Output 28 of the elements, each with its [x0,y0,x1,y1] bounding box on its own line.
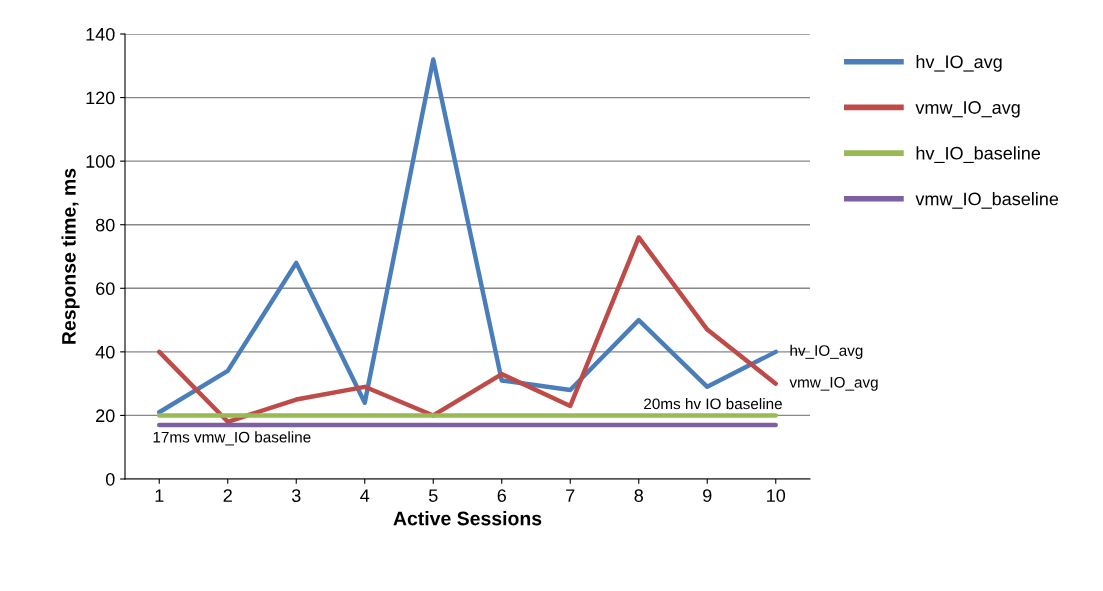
x-tick-label: 4 [360,489,370,502]
x-tick-label: 9 [703,489,712,502]
legend-label: vmw_IO_avg [915,101,1020,118]
y-tick-label: 40 [95,345,115,359]
annotation: hv_IO_avg [790,344,863,359]
x-tick-label: 10 [767,489,786,502]
legend-label: vmw_IO_baseline [915,192,1059,209]
x-tick-label: 1 [155,489,164,502]
y-tick-label: 0 [105,472,115,486]
annotation: 20ms hv IO baseline [644,398,782,410]
legend-label: hv_IO_avg [916,54,1002,72]
y-tick-label: 100 [86,155,115,168]
legend-label: hv_IO_baseline [916,146,1041,164]
y-tick-label: 140 [86,27,115,41]
annotation: vmw_IO_avg [789,376,878,391]
y-axis-title: Response time, ms [61,168,80,344]
x-tick-label: 5 [428,489,438,502]
y-tick-label: 20 [96,409,115,423]
annotation: 17ms vmw_IO baseline [153,431,311,446]
y-tick-label: 60 [96,282,115,296]
y-tick-label: 80 [95,218,115,232]
x-tick-label: 2 [223,489,232,502]
x-tick-label: 7 [566,489,575,502]
x-axis-title: Active Sessions [393,511,542,526]
x-tick-label: 8 [634,489,643,502]
x-tick-label: 6 [497,489,506,502]
y-tick-label: 120 [86,91,115,105]
x-tick-label: 3 [291,489,301,502]
